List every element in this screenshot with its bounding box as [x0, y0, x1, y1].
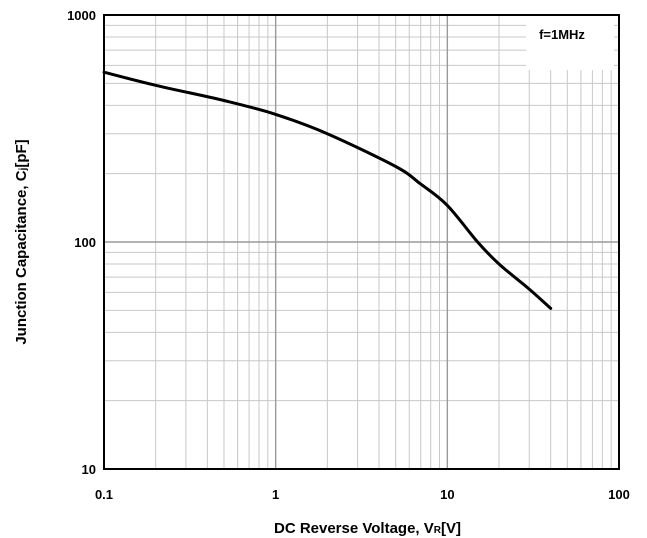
x-tick-label: 0.1 [95, 487, 113, 502]
y-tick-label: 10 [82, 462, 96, 477]
y-tick-label: 1000 [67, 8, 96, 23]
x-tick-label: 1 [272, 487, 279, 502]
annotation-background [526, 16, 614, 70]
y-axis-title: Junction Capacitance, Cj[pF] [13, 139, 30, 344]
y-axis-title-unit: [pF] [13, 139, 30, 167]
y-tick-label: 100 [74, 235, 96, 250]
x-tick-labels: 0.1 1 10 100 [95, 487, 630, 502]
frequency-annotation: f=1MHz [539, 27, 585, 42]
y-axis-title-sub: j [18, 167, 29, 171]
x-tick-label: 100 [608, 487, 630, 502]
plot-frame [103, 14, 620, 470]
major-gridlines [104, 15, 619, 469]
x-axis-title-unit: [V] [441, 520, 461, 537]
x-tick-label: 10 [440, 487, 454, 502]
capacitance-curve [102, 70, 553, 310]
x-axis-title-sub: R [434, 525, 442, 536]
y-axis-title-main: Junction Capacitance, C [13, 170, 30, 344]
x-axis-title: DC Reverse Voltage, VR[V] [274, 520, 461, 537]
data-series [102, 70, 553, 310]
x-axis-title-main: DC Reverse Voltage, V [274, 520, 434, 537]
y-tick-labels: 10 100 1000 [67, 8, 96, 477]
